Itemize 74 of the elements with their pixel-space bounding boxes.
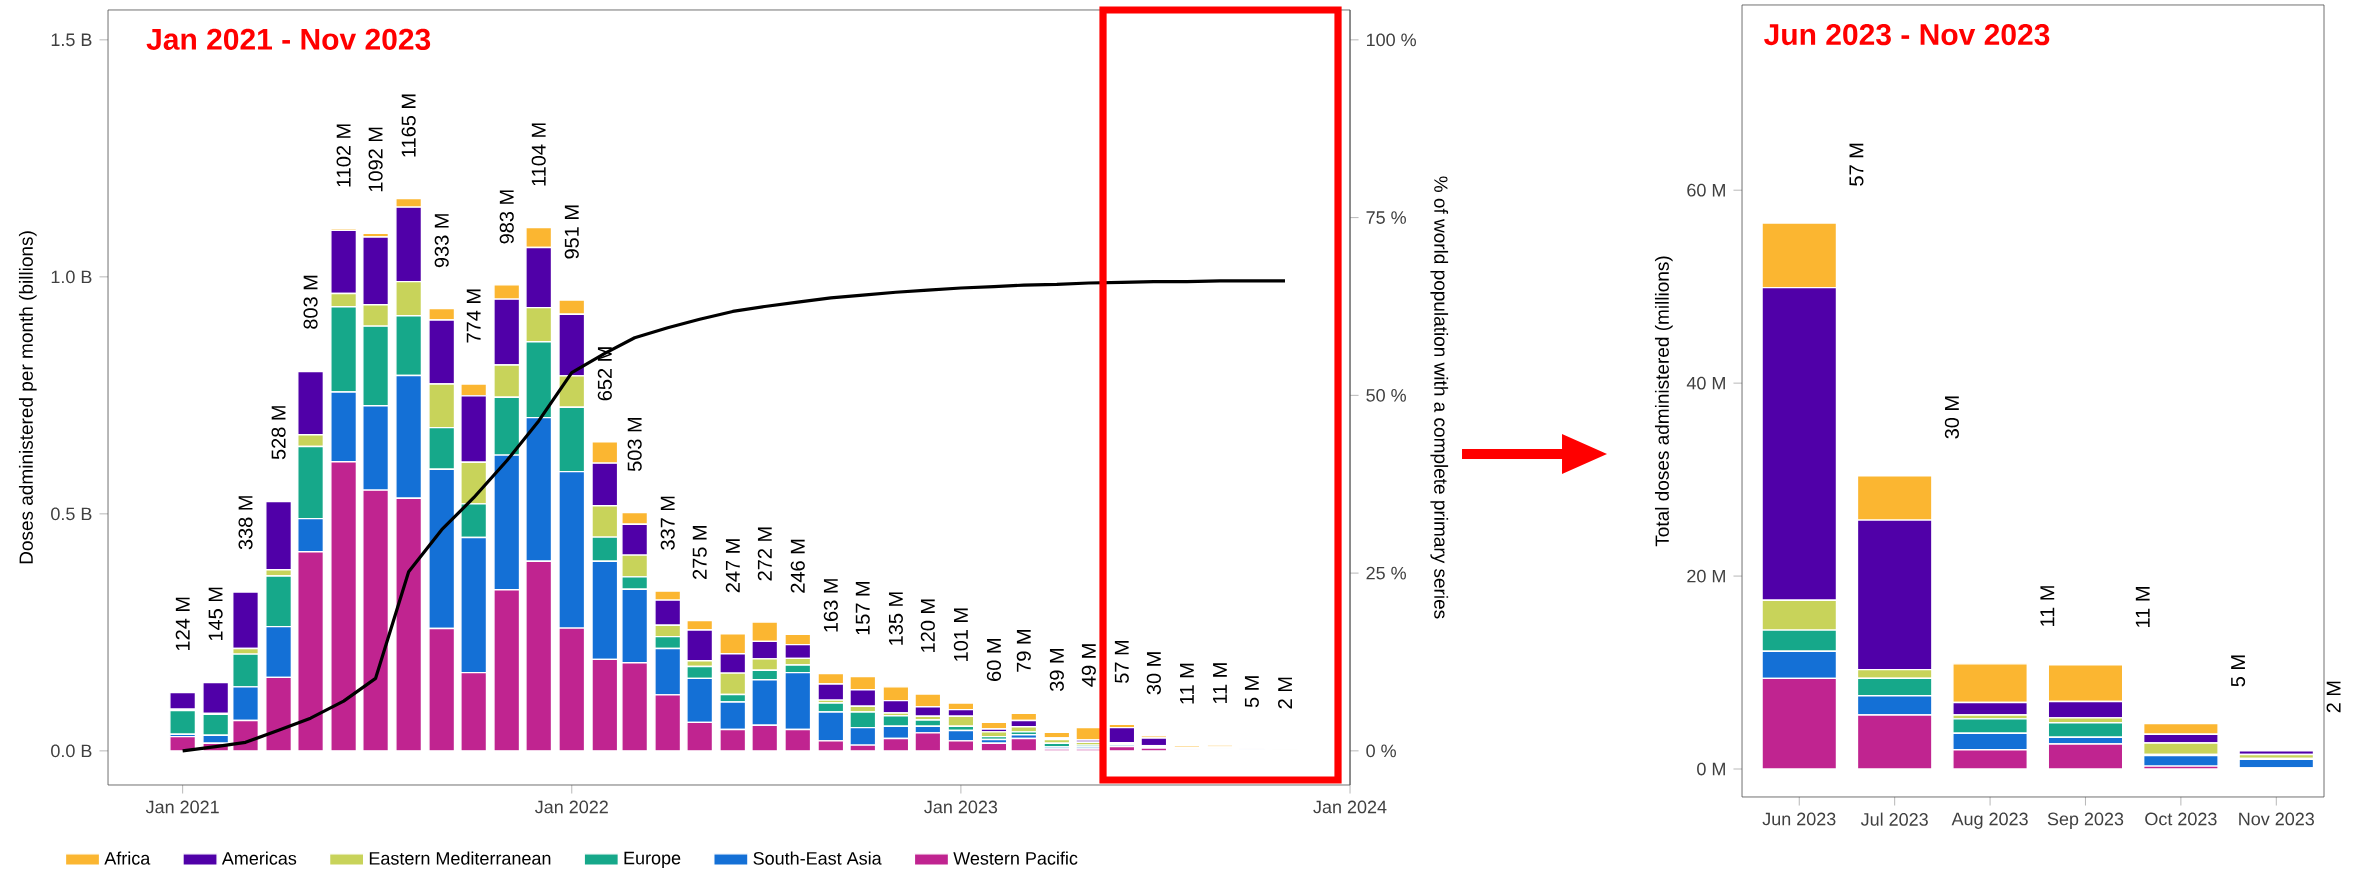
total-label: 60 M (986, 639, 1002, 681)
total-label: 30 M (1146, 652, 1161, 695)
x-tick-label: Sep 2023 (2047, 812, 2124, 829)
legend-label: Europe (624, 851, 681, 868)
chart-title: Jan 2021 - Nov 2023 (146, 28, 431, 50)
x-tick-label: Jul 2023 (1860, 812, 1928, 826)
total-label: 1165 M (401, 94, 416, 157)
total-label: 246 M (790, 539, 805, 593)
y-tick-label: 1.0 B (51, 270, 92, 284)
total-label: 275 M (692, 526, 707, 579)
x-tick-label: Jan 2022 (535, 800, 608, 814)
y-tick-label: 20 M (1687, 569, 1725, 583)
total-label: 2 M (1278, 677, 1292, 709)
chart-title: Jun 2023 - Nov 2023 (1764, 23, 2050, 46)
y-tick-label: 1.5 B (51, 33, 92, 47)
x-tick-label: Aug 2023 (1951, 812, 2028, 829)
total-label: 145 M (208, 587, 223, 641)
y-tick-label: 0.5 B (51, 507, 92, 521)
y-tick-label: 0 M (1697, 762, 1725, 776)
total-label: 135 M (888, 592, 903, 645)
y2-tick-label: 50 % (1366, 388, 1406, 402)
total-label: 1104 M (531, 123, 546, 186)
total-label: 933 M (434, 214, 449, 268)
total-label: 2 M (2326, 681, 2341, 713)
x-tick-label: Jun 2023 (1762, 812, 1836, 826)
x-tick-label: Jan 2024 (1313, 800, 1387, 814)
y2-tick-label: 100 % (1367, 33, 1416, 47)
y2-axis-title: % of world population with a complete primary series (1430, 176, 1449, 619)
total-label: 11 M (1180, 663, 1194, 704)
y-axis-title: Total doses administered (millions) (1654, 256, 1673, 547)
total-label: 951 M (564, 205, 579, 259)
total-label: 503 M (627, 417, 642, 472)
total-label: 120 M (920, 599, 935, 652)
total-label: 272 M (757, 527, 772, 581)
x-tick-label: Jan 2021 (145, 800, 219, 814)
total-label: 803 M (303, 275, 318, 329)
total-label: 11 M (1213, 663, 1227, 704)
y2-tick-label: 0 % (1366, 744, 1396, 758)
y-tick-label: 60 M (1687, 183, 1725, 197)
legend-label: Americas (221, 851, 297, 865)
total-label: 5 M (1244, 676, 1259, 708)
total-label: 528 M (271, 406, 286, 460)
total-label: 49 M (1081, 644, 1096, 687)
total-label: 30 M (1944, 396, 1959, 439)
total-label: 101 M (953, 608, 968, 661)
total-label: 1102 M (336, 124, 351, 187)
total-label: 163 M (823, 579, 838, 632)
total-label: 1092 M (368, 127, 383, 192)
x-tick-label: Nov 2023 (2239, 812, 2315, 826)
y-tick-label: 0.0 B (51, 744, 92, 758)
total-label: 11 M (2040, 586, 2055, 626)
total-label: 983 M (499, 190, 514, 244)
legend-label: Africa (104, 851, 151, 865)
x-tick-label: Jan 2023 (924, 800, 998, 814)
total-label: 39 M (1049, 649, 1064, 692)
total-label: 79 M (1016, 630, 1031, 672)
total-label: 157 M (855, 581, 870, 635)
total-label: 774 M (466, 289, 481, 343)
total-label: 57 M (1849, 143, 1864, 186)
total-label: 247 M (725, 539, 740, 593)
y2-tick-label: 75 % (1366, 211, 1406, 224)
total-label: 338 M (238, 496, 253, 550)
y2-tick-label: 25 % (1366, 566, 1406, 580)
x-tick-label: Oct 2023 (2145, 812, 2217, 826)
legend-label: South-East Asia (753, 851, 882, 865)
y-tick-label: 40 M (1686, 376, 1725, 390)
total-label: 57 M (1114, 640, 1129, 683)
legend-label: Western Pacific (953, 851, 1078, 865)
total-label: 337 M (660, 496, 675, 550)
total-label: 11 M (2135, 587, 2150, 627)
total-label: 124 M (175, 597, 190, 651)
legend-label: Eastern Mediterranean (369, 851, 551, 865)
total-label: 5 M (2231, 655, 2246, 687)
y-axis-title: Doses administered per month (billions) (18, 231, 37, 564)
